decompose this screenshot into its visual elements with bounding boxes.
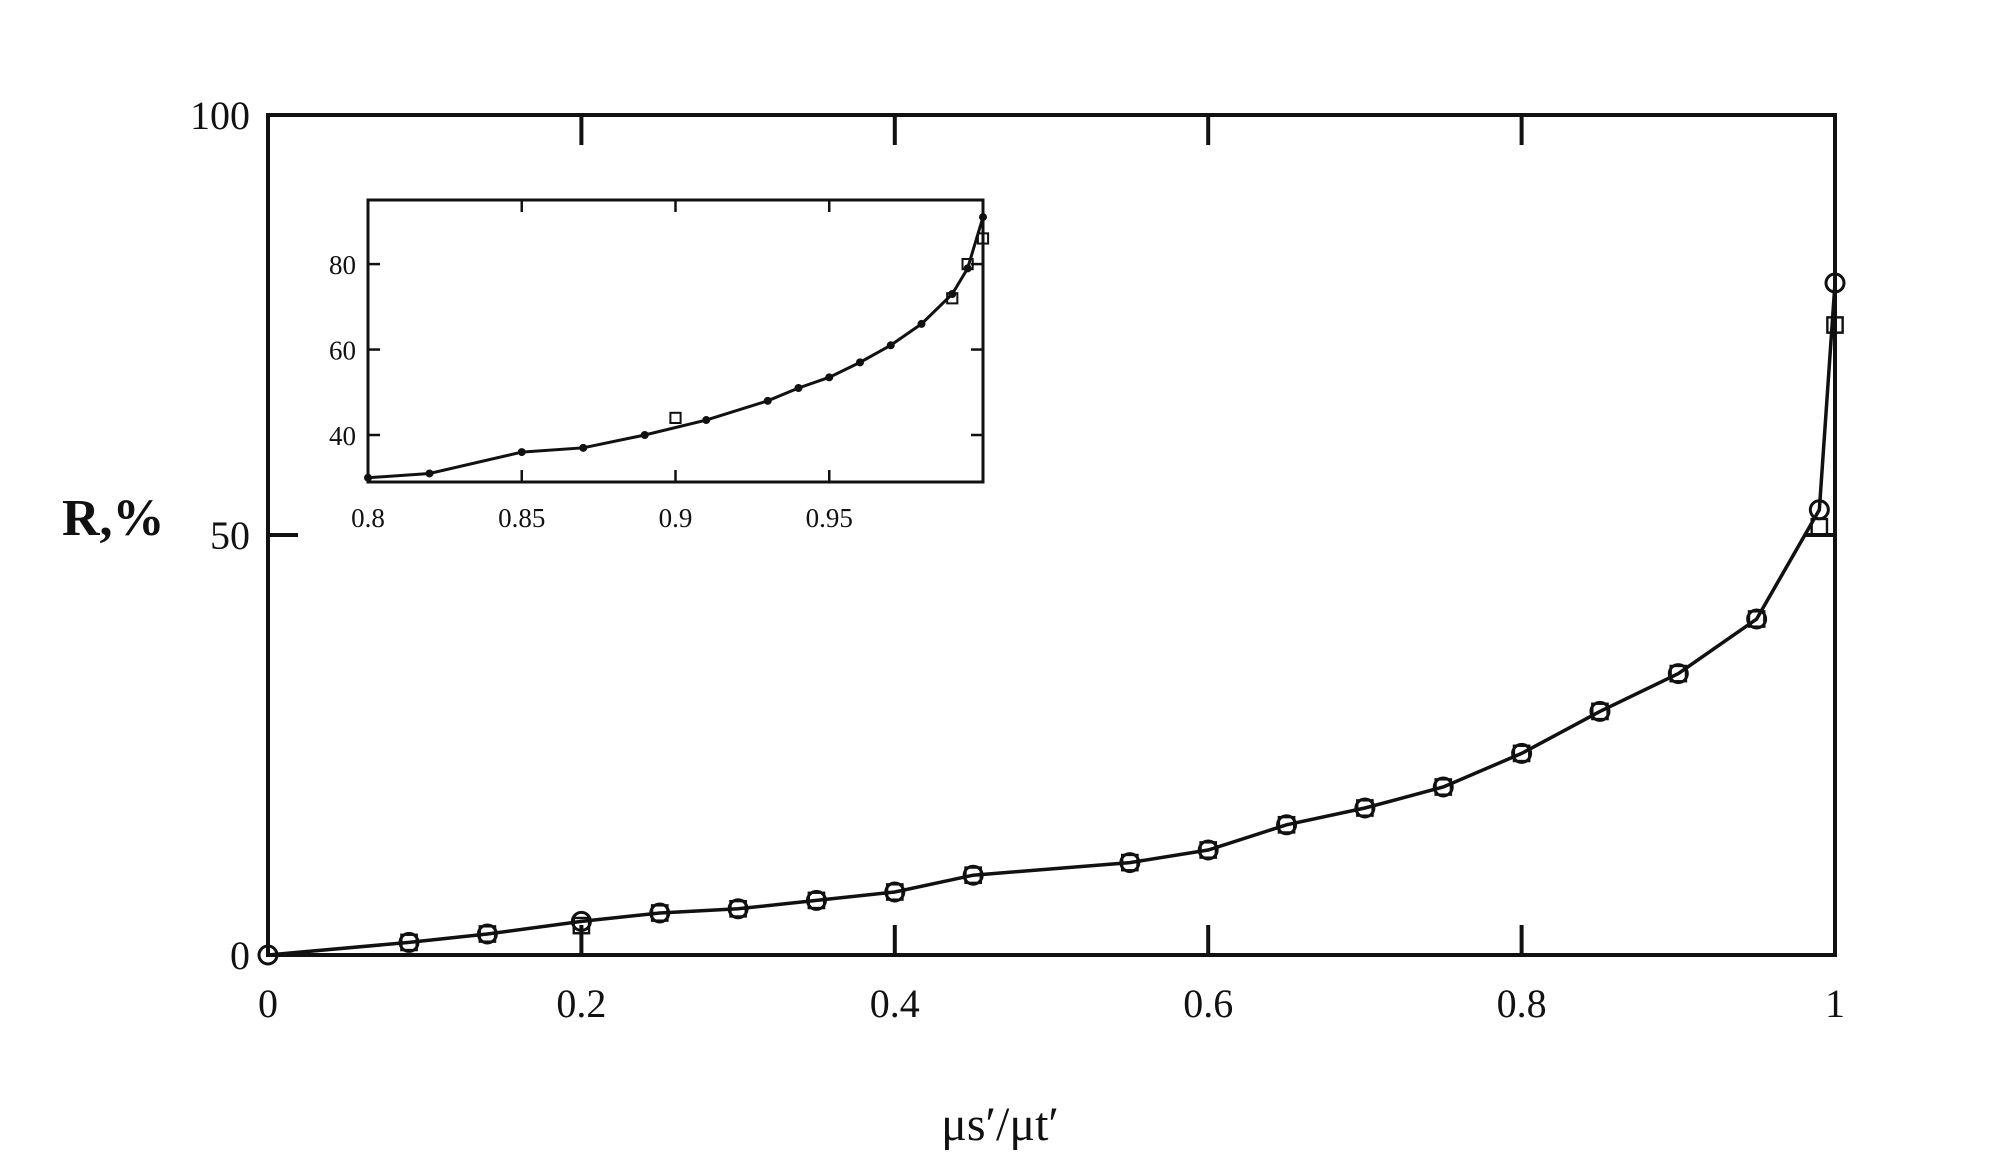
- data-point-circle: [1667, 663, 1689, 685]
- data-point-circle: [476, 923, 498, 945]
- data-point-square: [1434, 778, 1453, 796]
- data-point-square: [1120, 853, 1139, 872]
- inset-x-tick-label: 0.8: [351, 503, 385, 533]
- data-point-circle: [1511, 742, 1533, 764]
- inset-data-point-dot: [886, 341, 895, 350]
- data-point-square: [729, 899, 747, 918]
- data-point-square: [1669, 664, 1688, 683]
- inset-data-point-dot: [917, 319, 926, 328]
- data-point-square: [1356, 799, 1374, 817]
- inset-data-point-dot: [517, 448, 526, 457]
- data-point-circle: [1824, 272, 1846, 294]
- x-tick-label: 0.6: [1183, 981, 1233, 1026]
- inset-data-point-dot: [364, 473, 372, 482]
- data-point-circle: [1197, 839, 1219, 861]
- series-line: [267, 282, 1837, 957]
- data-point-square: [1277, 815, 1296, 834]
- x-tick-label: 0.2: [556, 981, 606, 1026]
- y-tick-label: 100: [190, 93, 250, 138]
- inset-data-point-dot: [825, 373, 834, 382]
- data-point-square: [807, 891, 826, 910]
- data-point-circle: [1746, 608, 1768, 630]
- x-tick-label: 1: [1825, 981, 1845, 1026]
- y-tick-label: 50: [210, 513, 250, 558]
- inset-data-point-square: [961, 257, 974, 271]
- data-point-circle: [1589, 700, 1611, 722]
- data-point-square: [400, 933, 418, 952]
- inset-x-tick-label: 0.85: [498, 503, 545, 533]
- inset-y-tick-label: 60: [329, 336, 356, 366]
- data-point-circle: [1276, 814, 1298, 836]
- data-point-circle: [257, 944, 279, 966]
- inset-y-tick-label: 80: [329, 250, 356, 280]
- inset-data-point-dot: [702, 416, 711, 425]
- x-axis-title: μs′/μt′: [941, 1098, 1059, 1151]
- x-tick-label: 0: [258, 981, 278, 1026]
- inset-data-point-square: [976, 232, 990, 245]
- data-point-square: [478, 925, 497, 943]
- inset-data-point-dot: [640, 431, 649, 439]
- data-point-circle: [884, 881, 906, 903]
- data-point-circle: [398, 931, 420, 953]
- data-point-square: [650, 904, 669, 922]
- inset-data-point-dot: [579, 443, 588, 452]
- inset-data-point-square: [946, 292, 959, 305]
- data-point-square: [1591, 702, 1609, 721]
- data-point-square: [1512, 744, 1531, 763]
- plot-frame: [266, 113, 1837, 957]
- inset-data-point-square: [669, 411, 682, 425]
- y-tick-label: 0: [230, 933, 250, 978]
- data-point-circle: [727, 898, 749, 920]
- inset-data-point-dot: [763, 396, 772, 405]
- inset-data-point-dot: [979, 213, 987, 222]
- data-point-circle: [962, 864, 984, 886]
- data-point-circle: [649, 902, 671, 924]
- x-tick-label: 0.4: [870, 981, 920, 1026]
- inset-data-point-dot: [856, 358, 864, 367]
- data-point-square: [1747, 610, 1766, 628]
- data-point-square: [885, 883, 904, 901]
- data-point-circle: [570, 910, 592, 932]
- y-axis-title: R,%: [62, 490, 165, 547]
- inset-plot: 0.8 0.85 0.9 0.95 40 60 80: [329, 198, 990, 533]
- data-point-square: [1826, 316, 1844, 334]
- data-point-square: [1810, 517, 1829, 536]
- data-point-circle: [1432, 776, 1454, 798]
- data-point-circle: [1119, 852, 1141, 874]
- data-point-square: [1199, 841, 1218, 859]
- x-tick-label: 0.8: [1497, 981, 1547, 1026]
- inset-data-point-dot: [794, 384, 803, 392]
- data-point-circle: [1354, 797, 1376, 819]
- data-point-square: [572, 916, 591, 935]
- data-point-square: [964, 866, 983, 885]
- inset-data-point-dot: [425, 469, 434, 478]
- inset-x-tick-label: 0.95: [806, 503, 853, 533]
- inset-plot-frame: [366, 198, 985, 484]
- main-plot: 0 0.2 0.4 0.6 0.8 1 0 50 100: [190, 93, 1846, 1026]
- inset-x-tick-label: 0.9: [659, 503, 693, 533]
- inset-y-tick-label: 40: [329, 421, 356, 451]
- data-point-circle: [805, 889, 827, 911]
